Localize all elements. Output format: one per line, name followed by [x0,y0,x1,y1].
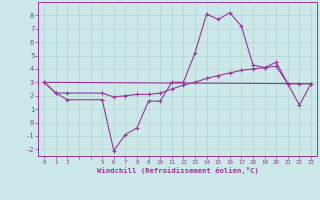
X-axis label: Windchill (Refroidissement éolien,°C): Windchill (Refroidissement éolien,°C) [97,167,259,174]
